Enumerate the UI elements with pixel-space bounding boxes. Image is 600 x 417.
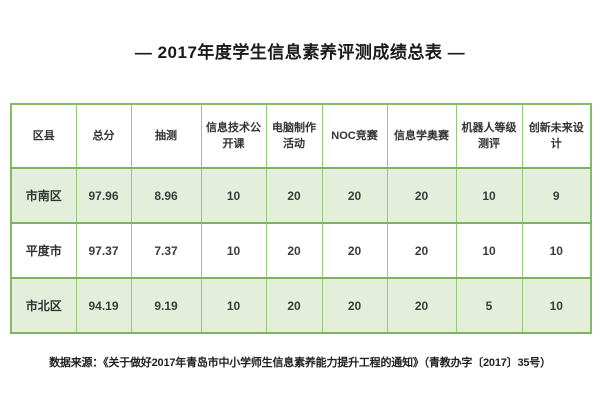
data-cell: 20	[321, 277, 388, 334]
data-cell: 10	[200, 222, 267, 279]
region-cell: 市南区	[10, 167, 77, 224]
data-cell: 97.37	[75, 222, 132, 279]
data-cell: 10	[200, 277, 267, 334]
header-cell-noc-contest: NOC竞赛	[321, 103, 388, 169]
header-cell-computer-making: 电脑制作活动	[265, 103, 323, 169]
data-cell: 8.96	[130, 167, 202, 224]
score-table: 区县 总分 抽测 信息技术公开课 电脑制作活动 NOC竞赛 信息学奥赛 机器人等…	[10, 103, 592, 334]
table-row-pingdu: 平度市 97.37 7.37 10 20 20 20 10 10	[10, 222, 592, 279]
header-cell-robot-grading: 机器人等级测评	[455, 103, 523, 169]
data-cell: 97.96	[75, 167, 132, 224]
data-cell: 5	[455, 277, 523, 334]
data-cell: 20	[265, 277, 323, 334]
data-cell: 20	[386, 167, 457, 224]
header-cell-informatics-olympiad: 信息学奥赛	[386, 103, 457, 169]
data-cell: 20	[265, 222, 323, 279]
data-cell: 20	[265, 167, 323, 224]
region-cell: 平度市	[10, 222, 77, 279]
data-cell: 9	[521, 167, 592, 224]
header-cell-sampling: 抽测	[130, 103, 202, 169]
table-row-shibei: 市北区 94.19 9.19 10 20 20 20 5 10	[10, 277, 592, 334]
data-cell: 10	[521, 277, 592, 334]
region-cell: 市北区	[10, 277, 77, 334]
header-cell-region: 区县	[10, 103, 77, 169]
table-title: — 2017年度学生信息素养评测成绩总表 —	[134, 43, 466, 62]
data-cell: 20	[321, 222, 388, 279]
data-cell: 94.19	[75, 277, 132, 334]
data-cell: 10	[455, 167, 523, 224]
data-cell: 10	[455, 222, 523, 279]
header-cell-it-open-class: 信息技术公开课	[200, 103, 267, 169]
data-cell: 20	[321, 167, 388, 224]
source-note: 数据来源：《关于做好2017年青岛市中小学师生信息素养能力提升工程的通知》（青教…	[49, 357, 551, 369]
data-cell: 9.19	[130, 277, 202, 334]
data-cell: 10	[521, 222, 592, 279]
header-cell-innovation-design: 创新未来设计	[521, 103, 592, 169]
data-cell: 20	[386, 277, 457, 334]
table-row-shinan: 市南区 97.96 8.96 10 20 20 20 10 9	[10, 167, 592, 224]
header-row: 区县 总分 抽测 信息技术公开课 电脑制作活动 NOC竞赛 信息学奥赛 机器人等…	[10, 103, 592, 169]
header-cell-total: 总分	[75, 103, 132, 169]
data-cell: 7.37	[130, 222, 202, 279]
data-cell: 10	[200, 167, 267, 224]
data-cell: 20	[386, 222, 457, 279]
